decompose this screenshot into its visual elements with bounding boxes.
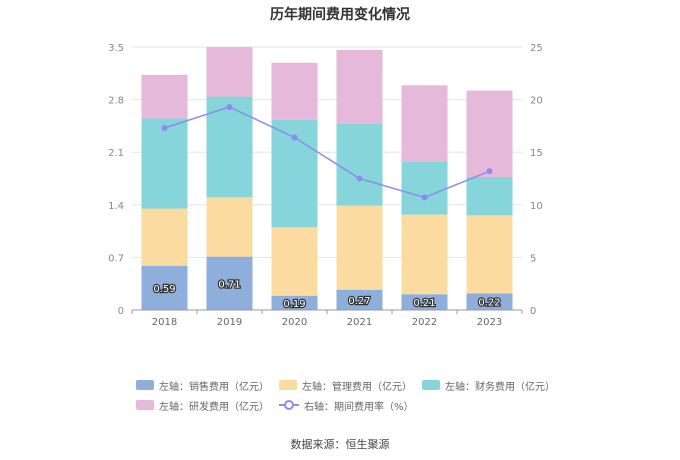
legend-swatch-finance — [422, 380, 440, 390]
expense-rate-line — [164, 106, 490, 199]
left-axis-tick-label: 0 — [118, 306, 124, 317]
bar-segment-series-0 — [336, 289, 383, 310]
left-axis-tick-label: 3.5 — [108, 43, 124, 54]
legend-label-admin: 左轴：管理费用（亿元） — [302, 381, 412, 393]
right-axis-tick-label: 5 — [530, 253, 536, 264]
legend-swatch-sales — [136, 380, 154, 390]
data-label: 0.21 — [413, 298, 435, 309]
bar-segment-series-1 — [141, 208, 188, 266]
bar-segment-series-2 — [401, 161, 448, 215]
bar-segment-series-0 — [466, 293, 513, 310]
legend-item-sales[interactable]: 左轴：销售费用（亿元） — [136, 378, 269, 393]
legend-item-admin[interactable]: 左轴：管理费用（亿元） — [279, 378, 412, 393]
expense-rate-point — [226, 103, 233, 110]
bar-segment-series-3 — [206, 47, 253, 97]
bar-segment-series-3 — [271, 62, 318, 120]
bar-segment-series-1 — [401, 214, 448, 295]
legend-label-finance: 左轴：财务费用（亿元） — [445, 381, 555, 393]
bar-segment-series-1 — [271, 227, 318, 296]
x-axis-tick-label: 2018 — [152, 317, 177, 328]
data-label: 0.59 — [153, 284, 175, 295]
expense-rate-point — [356, 175, 363, 182]
bar-segment-series-0 — [206, 256, 253, 310]
x-axis-tick-label: 2020 — [282, 317, 307, 328]
bar-segment-series-3 — [336, 50, 383, 124]
bar-segment-series-0 — [141, 265, 188, 310]
x-axis-tick-label: 2021 — [347, 317, 372, 328]
right-axis-tick-label: 10 — [530, 201, 543, 212]
legend-label-rnd: 左轴：研发费用（亿元） — [159, 401, 269, 413]
right-axis-tick-label: 0 — [530, 306, 536, 317]
legend-item-rnd[interactable]: 左轴：研发费用（亿元） — [136, 398, 269, 413]
expense-rate-point — [486, 168, 493, 175]
expense-rate-point — [161, 125, 168, 132]
right-axis-tick-label: 20 — [530, 96, 543, 107]
legend-swatch-rnd — [136, 400, 154, 410]
data-label: 0.22 — [478, 298, 500, 309]
bar-segment-series-3 — [466, 90, 513, 177]
bar-segment-series-2 — [336, 123, 383, 206]
left-axis-tick-label: 1.4 — [108, 201, 124, 212]
right-axis-tick-label: 25 — [530, 43, 543, 54]
x-axis-tick-label: 2019 — [217, 317, 242, 328]
bar-segment-series-3 — [141, 74, 188, 119]
legend-item-expense-rate[interactable]: 右轴：期间费用率（%） — [279, 398, 414, 413]
left-axis-tick-label: 0.7 — [108, 253, 124, 264]
legend-label-sales: 左轴：销售费用（亿元） — [159, 381, 269, 393]
x-axis-tick-label: 2023 — [477, 317, 502, 328]
expense-rate-point — [291, 134, 298, 141]
legend-swatch-admin — [279, 380, 297, 390]
bar-segment-series-2 — [466, 176, 513, 216]
chart-title: 历年期间费用变化情况 — [270, 7, 410, 23]
left-axis-tick-label: 2.8 — [108, 96, 124, 107]
bar-segment-series-1 — [336, 205, 383, 290]
data-source: 数据来源：恒生聚源 — [290, 438, 390, 451]
expense-rate-point — [421, 194, 428, 201]
chart-legend: 左轴：销售费用（亿元） 左轴：管理费用（亿元） 左轴：财务费用（亿元） 左轴：研… — [136, 376, 556, 416]
left-axis-tick-label: 2.1 — [108, 148, 124, 159]
right-axis-tick-label: 15 — [530, 148, 543, 159]
data-label: 0.71 — [218, 279, 240, 290]
bar-segment-series-0 — [401, 294, 448, 310]
legend-swatch-expense-rate — [279, 400, 299, 410]
data-label: 0.27 — [348, 296, 370, 307]
bar-segment-series-1 — [466, 215, 513, 294]
bar-segment-series-0 — [271, 295, 318, 310]
bar-segment-series-2 — [141, 118, 188, 209]
legend-label-expense-rate: 右轴：期间费用率（%） — [304, 401, 414, 413]
legend-item-finance[interactable]: 左轴：财务费用（亿元） — [422, 378, 555, 393]
data-label: 0.19 — [283, 299, 305, 310]
x-axis-tick-label: 2022 — [412, 317, 437, 328]
bar-segment-series-1 — [206, 197, 253, 257]
bar-segment-series-3 — [401, 85, 448, 162]
